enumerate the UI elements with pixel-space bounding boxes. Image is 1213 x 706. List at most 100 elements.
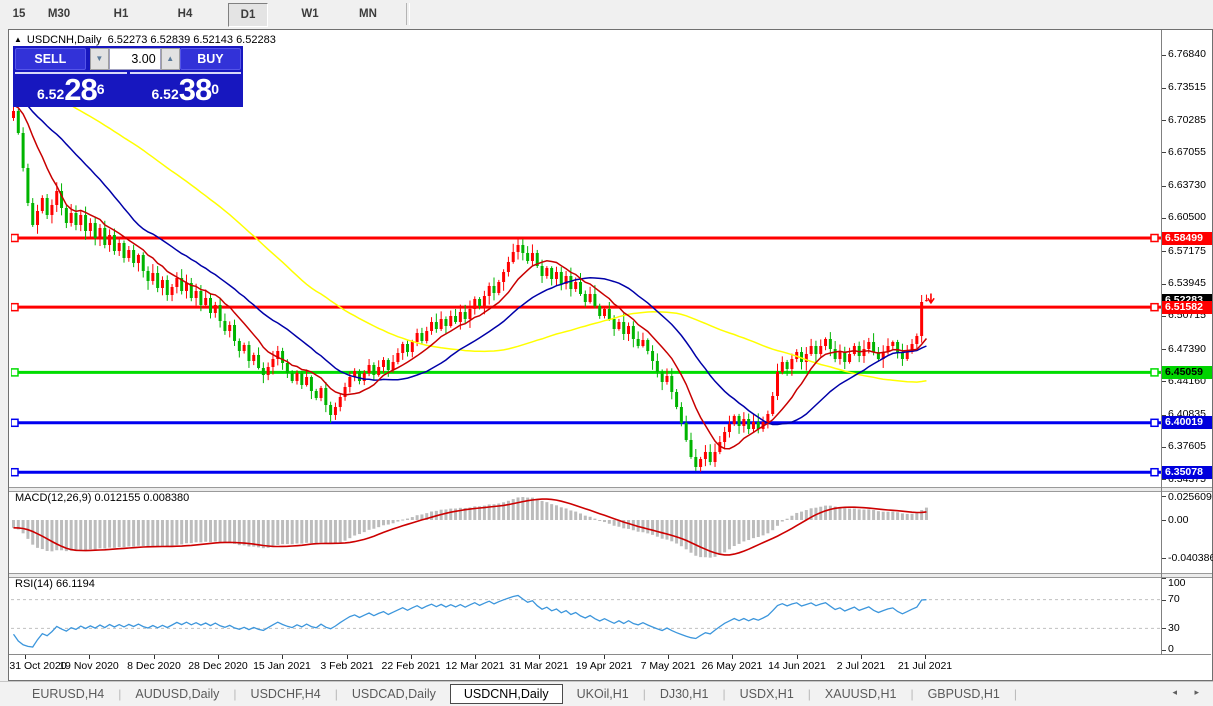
price-marker: 6.58499	[1162, 232, 1212, 245]
chart-window	[8, 29, 1213, 681]
candlesticks	[12, 90, 928, 472]
date-label: 31 Oct 2020	[9, 660, 67, 672]
macd-tick-mark	[1162, 558, 1166, 559]
date-label: 8 Dec 2020	[127, 660, 181, 672]
date-label: 19 Apr 2021	[575, 660, 633, 672]
price-tick-mark	[1162, 152, 1166, 153]
last-tick-arrow-icon	[927, 293, 935, 305]
macd-pane-splitter[interactable]	[9, 487, 1212, 492]
price-marker: 6.40019	[1162, 416, 1212, 429]
price-tick-label: 6.60500	[1168, 211, 1206, 223]
price-tick-mark	[1162, 120, 1166, 121]
sell-price-prefix: 6.52	[36, 86, 65, 102]
tab-separator: |	[722, 687, 726, 701]
price-tick-label: 6.57175	[1168, 245, 1206, 257]
date-label: 19 Nov 2020	[59, 660, 119, 672]
main-price-chart[interactable]	[11, 31, 1161, 487]
timeframe-button-h4[interactable]: H4	[177, 8, 193, 20]
rsi-line	[12, 594, 927, 648]
sell-price-display[interactable]: 6.52 28 6	[15, 72, 127, 105]
timeframe-button-mn[interactable]: MN	[359, 8, 377, 20]
rsi-pane-splitter[interactable]	[9, 573, 1212, 578]
chart-tab-usdcad[interactable]: USDCAD,Daily	[351, 687, 436, 701]
date-label: 26 May 2021	[701, 660, 763, 672]
price-tick-label: 6.53945	[1168, 277, 1206, 289]
timeframe-button-m30[interactable]: M30	[47, 8, 71, 20]
price-marker: 6.45059	[1162, 366, 1212, 379]
buy-price-main: 38	[178, 72, 212, 107]
price-tick-label: 6.76840	[1168, 48, 1206, 60]
date-tick-mark	[797, 655, 798, 659]
chart-tab-xauusd[interactable]: XAUUSD,H1	[824, 687, 897, 701]
buy-price-sup: 0	[211, 81, 220, 97]
macd-tick-label: -0.040386	[1168, 552, 1213, 564]
date-tick-mark	[25, 655, 26, 659]
date-tick-mark	[668, 655, 669, 659]
timeframe-button-h1[interactable]: H1	[113, 8, 129, 20]
macd-tick-label: 0.00	[1168, 514, 1189, 526]
macd-histogram	[12, 497, 928, 558]
price-tick-label: 6.37605	[1168, 440, 1206, 452]
price-axis-separator	[1161, 30, 1162, 655]
time-axis: 31 Oct 2020 19 Nov 2020 8 Dec 2020 28 Dec 2…	[9, 655, 1161, 678]
chart-tab-dj30[interactable]: DJ30,H1	[659, 687, 709, 701]
rsi-tick-mark	[1162, 628, 1166, 629]
tab-separator: |	[334, 687, 338, 701]
volume-input[interactable]: 3.00	[108, 48, 161, 70]
timeframe-button-15[interactable]: 15	[12, 8, 26, 20]
rsi-tick-mark	[1162, 578, 1166, 579]
tabs-scroll-left-icon[interactable]: ◂	[1172, 687, 1177, 697]
chart-tab-audusd[interactable]: AUDUSD,Daily	[135, 687, 220, 701]
horizontal-lines[interactable]	[11, 236, 1161, 474]
date-tick-mark	[604, 655, 605, 659]
rsi-tick-mark	[1162, 650, 1166, 651]
rsi-tick-label: 70	[1168, 593, 1180, 605]
macd-tick-label: 0.025609	[1168, 491, 1212, 503]
price-tick-mark	[1162, 381, 1166, 382]
hline-anchors[interactable]	[11, 233, 1159, 477]
rsi-tick-label: 30	[1168, 622, 1180, 634]
chart-tab-ukoil[interactable]: UKOil,H1	[576, 687, 629, 701]
tab-separator: |	[1013, 687, 1017, 701]
date-label: 15 Jan 2021	[253, 660, 311, 672]
date-label: 7 May 2021	[640, 660, 696, 672]
sell-button[interactable]: SELL	[15, 48, 86, 70]
buy-price-display[interactable]: 6.52 38 0	[129, 72, 241, 107]
chart-tab-usdcnh[interactable]: USDCNH,Daily	[449, 684, 563, 704]
buy-button[interactable]: BUY	[179, 48, 241, 70]
chart-tab-eurusd[interactable]: EURUSD,H4	[32, 687, 105, 701]
price-tick-label: 6.63730	[1168, 179, 1206, 191]
price-tick-label: 6.67055	[1168, 146, 1206, 158]
date-tick-mark	[539, 655, 540, 659]
timeframe-button-d1[interactable]: D1	[228, 3, 268, 27]
date-tick-mark	[732, 655, 733, 659]
macd-signal-line	[13, 498, 927, 556]
date-tick-mark	[475, 655, 476, 659]
tab-separator: |	[807, 687, 811, 701]
chart-tab-usdx[interactable]: USDX,H1	[739, 687, 794, 701]
macd-indicator-pane[interactable]	[11, 490, 1161, 573]
price-tick-mark	[1162, 88, 1166, 89]
price-tick-mark	[1162, 479, 1166, 480]
price-tick-label: 6.73515	[1168, 81, 1206, 93]
tabs-scroll-right-icon[interactable]: ▸	[1194, 687, 1199, 697]
chart-ohlc-values: 6.52273 6.52839 6.52143 6.52283	[107, 34, 276, 46]
price-tick-mark	[1162, 447, 1166, 448]
toolbar-separator	[406, 3, 410, 25]
one-click-trading-panel: SELL ▼ 3.00 ▲ BUY 6.52 28 6 6.52 38 0	[13, 46, 243, 107]
price-tick-mark	[1162, 415, 1166, 416]
sell-price-main: 28	[64, 72, 97, 107]
date-tick-mark	[282, 655, 283, 659]
price-marker: 6.35078	[1162, 466, 1212, 479]
timeframe-button-w1[interactable]: W1	[301, 8, 319, 20]
chart-tab-gbpusd[interactable]: GBPUSD,H1	[927, 687, 1000, 701]
price-marker: 6.51582	[1162, 301, 1212, 314]
volume-decrease-button[interactable]: ▼	[89, 48, 109, 70]
collapse-triangle-icon[interactable]: ▲	[14, 35, 22, 44]
rsi-tick-label: 100	[1168, 577, 1186, 589]
volume-increase-button[interactable]: ▲	[160, 48, 180, 70]
rsi-indicator-pane[interactable]	[11, 576, 1161, 654]
price-tick-mark	[1162, 218, 1166, 219]
chart-tab-usdchf[interactable]: USDCHF,H4	[250, 687, 321, 701]
date-tick-mark	[347, 655, 348, 659]
